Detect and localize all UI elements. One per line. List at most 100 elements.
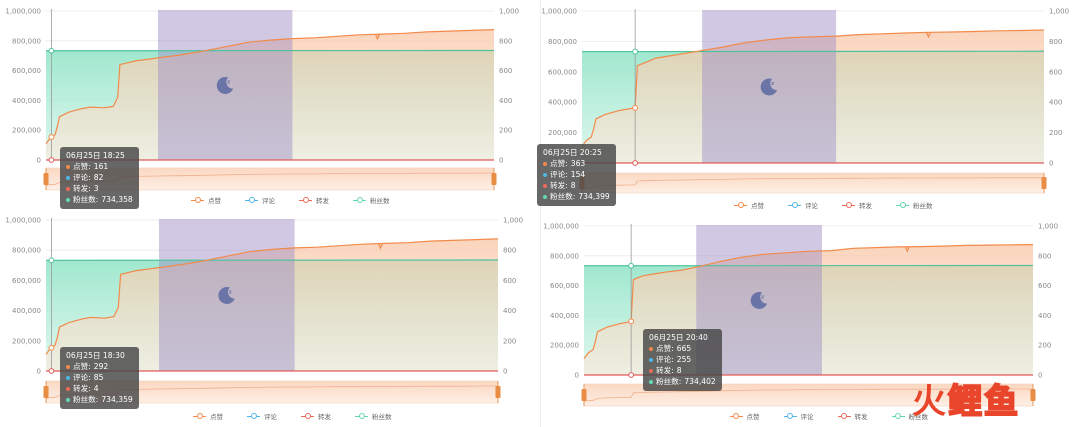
tooltip-value: 734,402 [684, 377, 716, 386]
legend-item[interactable]: 点赞 [193, 411, 223, 421]
likes-hover-point [48, 344, 55, 351]
tooltip-dot-icon [66, 364, 70, 369]
left-axis-tick-label: 1,000,000 [5, 8, 41, 16]
tooltip-dot-icon [543, 194, 547, 199]
tooltip-time: 06月25日 18:25 [66, 151, 125, 160]
watermark-char: 火 [912, 382, 946, 422]
zoom-handle-grip[interactable] [581, 389, 587, 401]
left-axis-tick-label: 800,000 [548, 38, 577, 46]
zoom-handle-left[interactable] [43, 168, 49, 190]
tooltip-value: 8 [676, 366, 682, 375]
zoom-handle-right[interactable] [491, 168, 497, 190]
zoom-handle-grip[interactable] [43, 386, 49, 398]
right-axis-tick-label: 200 [499, 127, 512, 135]
zoom-handle-grip[interactable] [495, 386, 501, 398]
right-axis-tick-label: 400 [499, 97, 512, 105]
legend-marker-icon [891, 413, 905, 419]
tooltip-row: 评论: 154 [543, 169, 610, 180]
zoom-handle-grip[interactable] [1030, 389, 1036, 401]
legend-marker-icon [301, 413, 314, 419]
moon-sleep-icon: z [218, 286, 235, 304]
tooltip-value: 154 [570, 170, 586, 179]
left-axis-tick-label: 0 [37, 157, 41, 165]
legend-item[interactable]: 粉丝数 [355, 411, 392, 421]
legend-label: 粉丝数 [372, 413, 392, 421]
tooltip-row: 评论: 255 [649, 354, 716, 365]
moon-sleep-icon: z [760, 78, 778, 96]
tooltip-row: 转发: 8 [649, 365, 716, 376]
tooltip-dot-icon [66, 186, 70, 191]
zoom-handle-right[interactable] [495, 381, 501, 403]
tooltip-row: 转发: 3 [66, 183, 133, 194]
zoom-handle-left[interactable] [581, 384, 587, 406]
legend-label: 评论 [262, 197, 275, 205]
legend-item[interactable]: 转发 [842, 200, 872, 210]
fans-hover-point [48, 47, 55, 54]
zoom-handle-grip[interactable] [43, 173, 49, 185]
right-axis-tick-label: 800 [1038, 252, 1051, 260]
tooltip-value: 85 [93, 373, 104, 382]
tooltip-row: 粉丝数: 734,402 [649, 376, 716, 387]
legend-item[interactable]: 评论 [245, 195, 275, 205]
likes-line [581, 29, 1045, 147]
tooltip-row: 点赞: 363 [543, 158, 610, 169]
legend-label: 点赞 [746, 413, 760, 421]
tooltip-label: 粉丝数: [73, 195, 99, 204]
tooltip-dot-icon [649, 357, 653, 362]
tooltip-label: 评论: [73, 373, 91, 382]
chart-legend: 点赞 评论 转发 粉丝数 [734, 200, 933, 210]
legend-label: 评论 [805, 202, 818, 210]
tooltip-label: 点赞: [550, 159, 568, 168]
tooltip-label: 评论: [73, 173, 91, 182]
legend-item[interactable]: 评论 [788, 200, 818, 210]
zoom-slider-preview-line [583, 388, 1033, 404]
zoom-handle-grip[interactable] [491, 173, 497, 185]
zero-hover-point [48, 368, 55, 374]
zero-hover-point [632, 160, 639, 166]
legend-item[interactable]: 转发 [301, 411, 331, 421]
tooltip-row: 粉丝数: 734,358 [66, 194, 133, 205]
tooltip-label: 粉丝数: [73, 395, 99, 404]
legend-label: 转发 [854, 413, 868, 421]
right-axis-tick-label: 200 [1049, 129, 1062, 137]
left-axis-tick-label: 200,000 [550, 342, 579, 350]
legend-item[interactable]: 粉丝数 [891, 411, 928, 421]
tooltip-dot-icon [66, 175, 70, 180]
right-axis-tick-label: 1,000 [1049, 8, 1069, 16]
tooltip-value: 665 [676, 344, 692, 353]
legend-item[interactable]: 点赞 [729, 411, 760, 421]
left-axis-tick-label: 600,000 [548, 68, 577, 76]
tooltip-label: 评论: [656, 355, 674, 364]
legend-item[interactable]: 点赞 [191, 195, 221, 205]
tooltip-value: 292 [93, 362, 109, 371]
zoom-handle-left[interactable] [43, 381, 49, 403]
tooltip-row: 粉丝数: 734,399 [543, 191, 610, 202]
legend-label: 点赞 [208, 197, 221, 205]
chart-tooltip: 06月25日 18:30 点赞: 292 评论: 85 转发: 4 粉丝数: 734,359 [60, 347, 139, 409]
svg-text:z: z [771, 81, 774, 87]
zoom-handle-right[interactable] [1041, 173, 1047, 193]
likes-area [46, 238, 498, 371]
legend-item[interactable]: 评论 [783, 411, 814, 421]
left-axis-tick-label: 800,000 [12, 247, 41, 255]
chart-svg: 0 200,000 400,000 600,000 800,000 1,000,000 0 2… [5, 8, 519, 191]
legend-label: 粉丝数 [913, 202, 933, 210]
likes-hover-point [48, 134, 55, 140]
tooltip-value: 8 [570, 181, 576, 190]
legend-item[interactable]: 转发 [837, 411, 868, 421]
tooltip-label: 粉丝数: [656, 377, 682, 386]
zoom-handle-right[interactable] [1030, 384, 1036, 406]
legend-item[interactable]: 评论 [247, 411, 277, 421]
panel-divider [540, 0, 541, 427]
zoom-slider-track[interactable] [581, 172, 1045, 194]
tooltip-label: 点赞: [73, 362, 91, 371]
tooltip-value: 363 [570, 159, 586, 168]
legend-item[interactable]: 粉丝数 [353, 195, 390, 205]
tooltip-label: 转发: [73, 384, 91, 393]
zoom-handle-grip[interactable] [1041, 177, 1047, 189]
tooltip-dot-icon [649, 368, 653, 373]
legend-item[interactable]: 点赞 [734, 200, 764, 210]
legend-item[interactable]: 粉丝数 [896, 200, 933, 210]
tooltip-row: 点赞: 161 [66, 161, 133, 172]
legend-item[interactable]: 转发 [299, 195, 329, 205]
